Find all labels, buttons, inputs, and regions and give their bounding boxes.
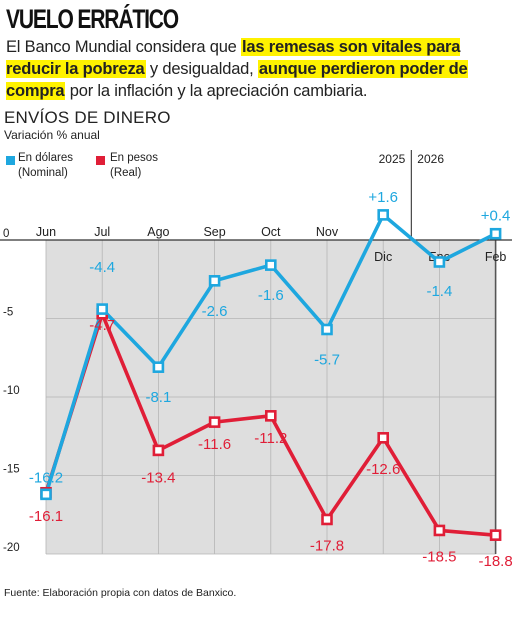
data-point-dollars <box>152 361 165 373</box>
data-point-dollars <box>377 209 390 221</box>
year-label-2025: 2025 <box>379 152 406 166</box>
data-label-pesos: -18.8 <box>478 553 512 570</box>
data-label-pesos: -17.8 <box>310 537 344 554</box>
legend-label-pesos: En pesos (Real) <box>110 151 158 181</box>
unit-label: Variación % anual <box>4 128 100 142</box>
data-label-dollars: -5.7 <box>314 351 340 368</box>
data-point-pesos <box>208 416 221 428</box>
y-tick-label: -20 <box>3 542 20 554</box>
data-point-pesos <box>152 444 165 457</box>
legend-dollars-line1: En dólares <box>18 152 73 164</box>
legend-swatch-pesos <box>96 156 105 165</box>
data-point-pesos <box>264 410 277 422</box>
data-point-pesos <box>321 513 333 526</box>
lead-paragraph: El Banco Mundial considera que las remes… <box>6 36 511 102</box>
y-tick-label: 0 <box>3 228 9 240</box>
x-tick-label: Feb <box>485 250 507 264</box>
legend-pesos-line1: En pesos <box>110 152 158 164</box>
data-label-dollars: +0.4 <box>481 208 511 225</box>
x-tick-label: Dic <box>374 250 392 264</box>
data-point-pesos <box>433 524 446 537</box>
data-label-dollars: -2.6 <box>202 303 228 320</box>
data-point-dollars <box>208 275 221 287</box>
legend-dollars-line2: (Nominal) <box>18 167 68 179</box>
data-label-dollars: -1.4 <box>426 283 452 300</box>
data-label-dollars: +1.6 <box>368 189 398 206</box>
x-tick-label: Nov <box>316 225 339 239</box>
data-point-dollars <box>321 323 333 336</box>
data-point-dollars <box>264 259 277 271</box>
y-tick-label: -10 <box>3 385 20 397</box>
data-point-dollars <box>489 227 502 240</box>
data-label-dollars: -16.2 <box>29 469 63 486</box>
y-tick-label: -5 <box>3 307 13 319</box>
data-label-pesos: -18.5 <box>422 548 456 565</box>
data-point-pesos <box>489 529 502 541</box>
x-tick-label: Oct <box>261 225 281 239</box>
y-tick-label: -15 <box>3 464 20 476</box>
data-label-pesos: -4.7 <box>89 317 115 334</box>
x-tick-label: Jul <box>94 225 110 239</box>
data-label-pesos: -16.1 <box>29 508 63 525</box>
data-point-dollars <box>40 488 52 501</box>
section-title: ENVÍOS DE DINERO <box>4 108 171 127</box>
data-label-dollars: -1.6 <box>258 287 284 304</box>
x-tick-label: Jun <box>36 225 56 239</box>
source-note: Fuente: Elaboración propia con datos de … <box>4 587 237 599</box>
x-tick-label: Sep <box>203 225 225 239</box>
lead-text: por la inflación y la apreciación cambia… <box>65 82 368 100</box>
year-label-2026: 2026 <box>417 152 444 166</box>
data-label-pesos: -11.2 <box>254 430 287 447</box>
legend-pesos-line2: (Real) <box>110 167 142 179</box>
data-point-dollars <box>96 303 108 315</box>
data-label-pesos: -11.6 <box>198 436 231 453</box>
data-label-pesos: -13.4 <box>141 469 175 486</box>
data-point-dollars <box>433 256 446 268</box>
x-tick-label: Ago <box>147 225 169 239</box>
lead-text: El Banco Mundial considera que <box>6 38 242 56</box>
chart-title: VUELO ERRÁTICO <box>6 4 179 34</box>
legend-swatch-dollars <box>6 156 15 165</box>
legend-label-dollars: En dólares (Nominal) <box>18 151 73 181</box>
data-label-pesos: -12.6 <box>366 461 400 478</box>
data-label-dollars: -8.1 <box>145 389 171 406</box>
data-label-dollars: -4.4 <box>89 259 115 276</box>
data-point-pesos <box>377 432 390 444</box>
lead-text: y desigualdad, <box>145 60 258 78</box>
